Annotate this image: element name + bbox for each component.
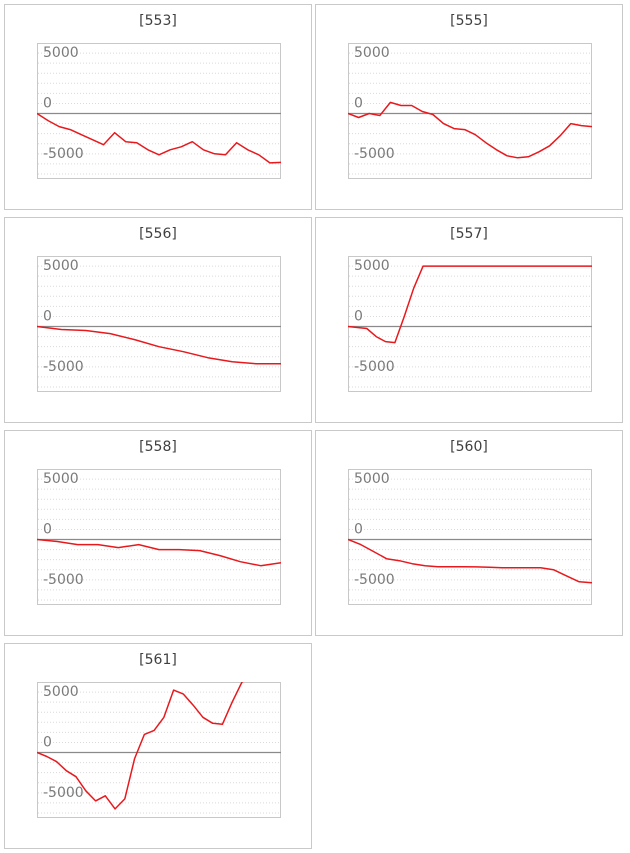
y-tick-label: -5000: [354, 359, 395, 375]
y-tick-label: -5000: [354, 146, 395, 162]
chart-panel-558: [558] 5000 0 -5000: [4, 430, 312, 636]
chart-panel-560: [560] 5000 0 -5000: [315, 430, 623, 636]
plot-area: [37, 682, 281, 818]
y-tick-label: -5000: [43, 146, 84, 162]
y-tick-label: 0: [43, 522, 52, 538]
plot-area: [348, 43, 592, 179]
series-line: [348, 265, 592, 344]
series-line: [348, 538, 592, 584]
y-tick-label: 5000: [354, 258, 390, 274]
y-tick-label: -5000: [43, 785, 84, 801]
y-tick-label: -5000: [43, 572, 84, 588]
y-tick-label: -5000: [354, 572, 395, 588]
series-line: [37, 112, 281, 164]
y-tick-label: 5000: [43, 45, 79, 61]
chart-panel-557: [557] 5000 0 -5000: [315, 217, 623, 423]
chart-panel-555: [555] 5000 0 -5000: [315, 4, 623, 210]
series-line: [37, 325, 281, 365]
line-chart-561: 5000 0 -5000: [37, 682, 281, 814]
series-line: [37, 538, 281, 567]
y-tick-label: 5000: [354, 471, 390, 487]
series-line: [37, 682, 244, 810]
y-tick-label: -5000: [43, 359, 84, 375]
chart-title: [555]: [450, 13, 488, 29]
line-chart-555: 5000 0 -5000: [348, 45, 592, 175]
y-tick-label: 5000: [43, 258, 79, 274]
line-chart-553: 5000 0 -5000: [37, 45, 281, 175]
chart-title: [556]: [139, 226, 177, 242]
line-chart-560: 5000 0 -5000: [348, 471, 592, 601]
chart-title: [557]: [450, 226, 488, 242]
y-tick-label: 5000: [43, 471, 79, 487]
y-tick-label: 0: [43, 735, 52, 751]
chart-title: [560]: [450, 439, 488, 455]
chart-panel-561: [561] 5000 0 -5000: [4, 643, 312, 849]
y-tick-label: 5000: [354, 45, 390, 61]
chart-panel-556: [556] 5000 0 -5000: [4, 217, 312, 423]
plot-area: [348, 469, 592, 605]
y-tick-label: 5000: [43, 684, 79, 700]
plot-area: [37, 256, 281, 392]
line-chart-556: 5000 0 -5000: [37, 258, 281, 388]
line-chart-558: 5000 0 -5000: [37, 471, 281, 601]
chart-title: [561]: [139, 652, 177, 668]
plot-area: [37, 43, 281, 179]
y-tick-label: 0: [354, 309, 363, 325]
plot-area: [348, 256, 592, 392]
y-tick-label: 0: [43, 96, 52, 112]
y-tick-label: 0: [43, 309, 52, 325]
line-chart-557: 5000 0 -5000: [348, 258, 592, 388]
y-tick-label: 0: [354, 522, 363, 538]
plot-area: [37, 469, 281, 605]
chart-title: [553]: [139, 13, 177, 29]
chart-title: [558]: [139, 439, 177, 455]
y-tick-label: 0: [354, 96, 363, 112]
chart-panel-553: [553] 5000 0 -5000: [4, 4, 312, 210]
series-line: [348, 101, 592, 159]
